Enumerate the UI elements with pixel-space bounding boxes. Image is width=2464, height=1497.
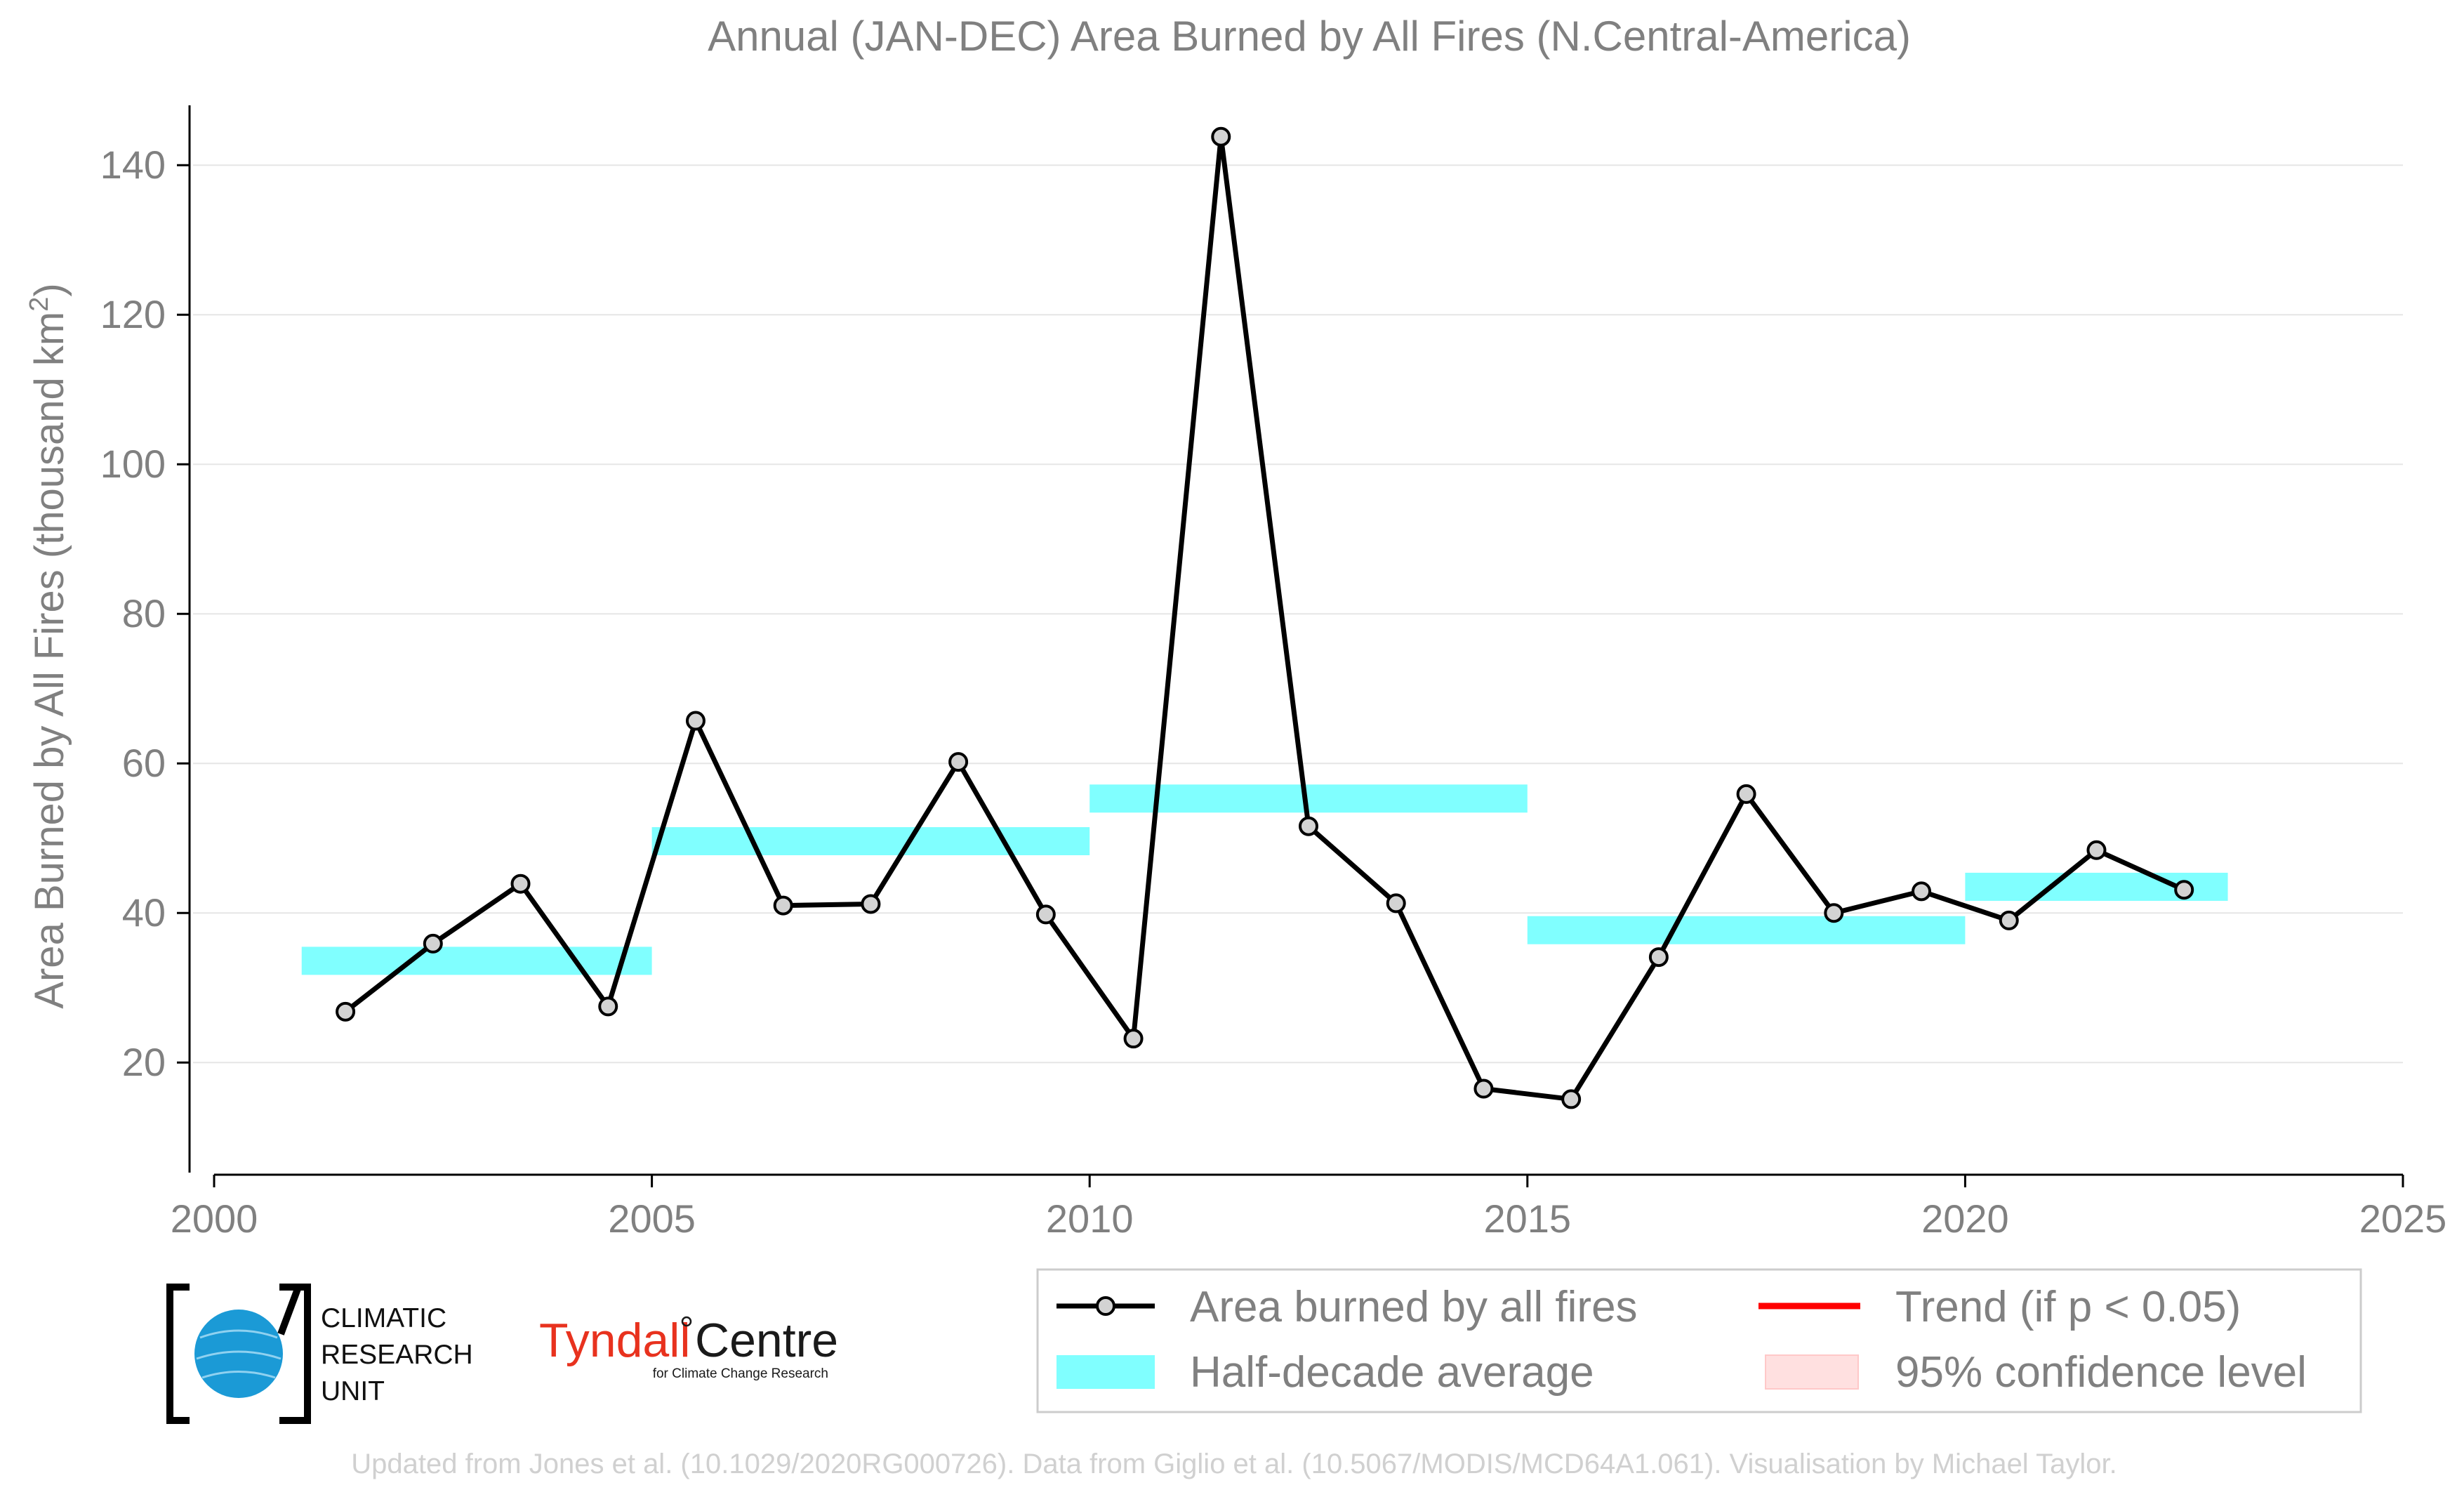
chart-title: Annual (JAN-DEC) Area Burned by All Fire… [708,13,1911,60]
data-point-2008 [948,752,969,772]
tyndall-subtitle: for Climate Change Research [653,1366,828,1381]
data-point-2021 [2086,840,2107,860]
y-tick-label-80: 80 [122,591,166,635]
data-point-2007 [861,894,881,914]
legend-frame [1036,1268,2362,1413]
data-point-2020 [1999,910,2019,930]
globe-icon [194,1310,283,1398]
legend: Area burned by all fires Trend (if p < 0… [1036,1268,2362,1413]
legend-label-band: Half-decade average [1190,1348,1594,1397]
data-point-2004 [598,996,618,1017]
x-tick-label-2025: 2025 [2359,1196,2447,1241]
y-tick-label-60: 60 [122,741,166,785]
data-point-2010 [1123,1029,1144,1049]
data-point-2012 [1299,816,1318,836]
data-point-2018 [1824,903,1844,923]
y-tick-label-100: 100 [100,442,166,486]
data-point-2009 [1035,904,1056,925]
x-ticks: 2000 2005 2010 2015 2020 2025 [171,1175,2447,1241]
y-axis-label: Area Burned by All Fires (thousand km2) [25,283,72,1008]
data-point-2022 [2174,880,2194,900]
data-point-2001 [336,1001,356,1022]
data-point-2003 [510,873,531,894]
data-point-2005 [685,711,706,731]
data-point-2016 [1648,947,1669,968]
y-axis-label-sup: 2 [25,297,54,312]
cru-bracket-left [166,1284,190,1424]
series-area-burned [336,126,2194,1109]
half-decade-bar-2001 [301,947,652,975]
legend-label-area: Area burned by all fires [1190,1283,1638,1331]
y-tick-label-20: 20 [122,1040,166,1084]
legend-line-marker [1096,1296,1115,1316]
y-tick-label-140: 140 [100,143,166,187]
tyndall-logo: Tyndall Centre for Climate Change Resear… [539,1314,838,1381]
legend-band-swatch [1057,1355,1155,1389]
tyndall-name: Tyndall [539,1314,690,1367]
cru-slash [277,1286,302,1336]
y-tick-label-40: 40 [122,890,166,935]
legend-ci-swatch [1765,1354,1859,1390]
cru-text-line1: CLIMATIC [321,1303,446,1333]
x-tick-label-2005: 2005 [608,1196,696,1241]
cru-logo: CLIMATIC RESEARCH UNIT [166,1284,473,1424]
half-decade-bar-2015 [1527,916,1966,944]
y-tick-label-120: 120 [100,292,166,336]
y-ticks: 20 40 60 80 100 120 140 [100,143,190,1084]
y-axis-label-end: ) [27,283,72,296]
x-tick-label-2015: 2015 [1484,1196,1572,1241]
x-tick-label-2000: 2000 [171,1196,258,1241]
legend-label-ci: 95% confidence level [1895,1348,2307,1397]
data-point-2017 [1736,784,1756,804]
tyndall-degree-icon [681,1316,692,1327]
data-point-2019 [1912,881,1932,902]
y-axis-label-main: Area Burned by All Fires (thousand km [27,312,72,1009]
x-tick-label-2010: 2010 [1046,1196,1134,1241]
gridlines [193,164,2403,1064]
cru-bracket-right [279,1284,311,1424]
data-point-2006 [773,895,793,916]
half-decade-bars [301,784,2228,975]
data-point-2014 [1473,1079,1494,1099]
tyndall-centre: Centre [695,1314,838,1367]
data-point-2011 [1211,126,1231,147]
data-point-2013 [1386,893,1406,914]
data-point-2015 [1561,1089,1582,1109]
x-tick-label-2020: 2020 [1921,1196,2009,1241]
cru-text-line3: UNIT [321,1376,385,1406]
data-point-2002 [423,933,443,954]
axes [188,105,2403,1176]
footer-credits: Updated from Jones et al. (10.1029/2020R… [351,1449,2117,1479]
series-line-0 [343,134,2185,1102]
half-decade-bar-2005 [651,826,1090,855]
legend-label-trend: Trend (if p < 0.05) [1895,1283,2241,1331]
cru-text-line2: RESEARCH [321,1340,473,1370]
